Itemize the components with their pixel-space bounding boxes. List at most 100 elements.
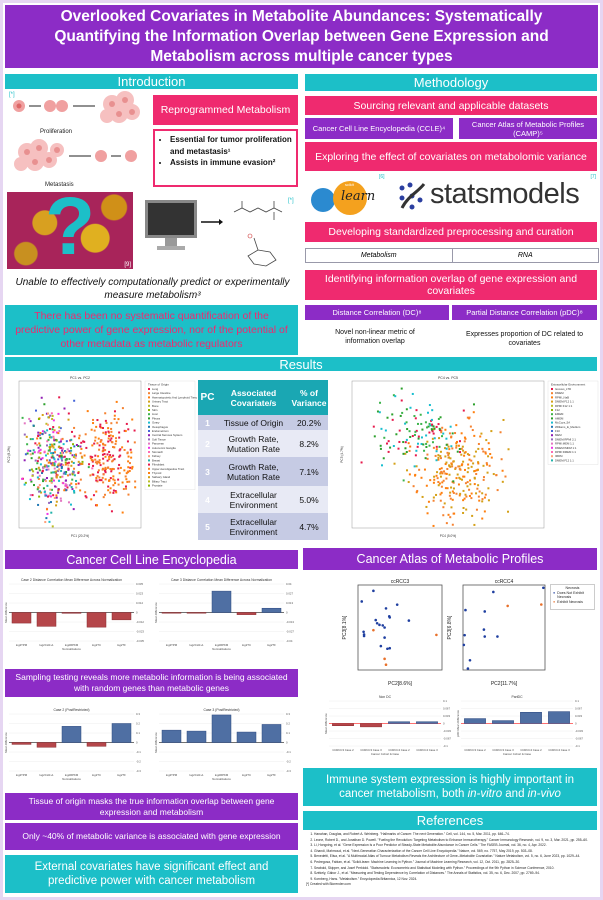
data-point (91, 467, 94, 470)
data-point (463, 436, 466, 439)
data-point (434, 454, 437, 457)
data-point (113, 410, 116, 413)
legend-swatch (148, 417, 150, 420)
data-point (46, 423, 49, 426)
data-point (61, 475, 64, 478)
y-axis-label: Mean Difference (325, 713, 328, 734)
data-point (386, 647, 389, 651)
data-point (29, 478, 32, 481)
bullet-item: Essential for tumor proliferation and me… (170, 134, 292, 157)
bar (161, 729, 182, 743)
data-point (409, 435, 412, 438)
data-point (23, 483, 26, 486)
data-point (118, 463, 121, 466)
data-point (95, 479, 98, 482)
data-point (49, 492, 52, 495)
preprocessing-rna: RNA (517, 252, 533, 259)
camp-header: Cancer Atlas of Metabolic Profiles (303, 548, 597, 570)
data-point (109, 434, 112, 437)
data-point (469, 483, 472, 486)
data-point (438, 429, 441, 432)
data-point (52, 435, 55, 438)
data-point (58, 396, 61, 399)
bar (61, 726, 82, 743)
data-point (431, 423, 434, 426)
bar (61, 612, 82, 614)
data-point (407, 619, 411, 622)
bar (332, 723, 354, 726)
data-point (84, 491, 87, 494)
legend-item: DMEM:RPMI 2:1 (555, 437, 576, 441)
chart-title: Case 3 Distance Correlation Mean Differe… (171, 578, 272, 582)
data-point (464, 608, 467, 612)
data-point (67, 461, 70, 464)
data-point (60, 451, 63, 454)
data-point (51, 525, 54, 528)
data-point (440, 429, 443, 432)
legend-swatch (551, 421, 553, 424)
data-point (388, 646, 392, 650)
data-point (462, 489, 465, 492)
data-point (445, 472, 448, 475)
legend-item: Large Intestine (152, 391, 171, 395)
data-point (426, 512, 429, 515)
data-point (485, 462, 488, 465)
dataset-camp: Cancer Atlas of Metabolic Profiles (CAMP… (459, 118, 597, 139)
data-point (500, 458, 503, 461)
data-point (63, 471, 66, 474)
data-point (126, 451, 129, 454)
data-point (124, 485, 127, 488)
data-point (362, 634, 366, 638)
data-point (440, 491, 443, 494)
data-point (131, 467, 134, 470)
data-point (68, 484, 71, 487)
data-point (58, 430, 61, 433)
data-point (444, 487, 447, 490)
data-point (49, 443, 52, 446)
data-point (478, 499, 481, 502)
data-point (65, 471, 68, 474)
legend-item: Autonomic Ganglia (152, 446, 176, 450)
data-point (438, 482, 441, 485)
y-tick-label: -0.1 (443, 744, 448, 748)
data-point (487, 487, 490, 490)
data-point (415, 409, 418, 412)
data-point (468, 488, 471, 491)
data-point (104, 471, 107, 474)
data-point (118, 436, 121, 439)
data-point (478, 490, 481, 493)
data-point (28, 498, 31, 501)
data-point (404, 452, 407, 455)
data-point (97, 437, 100, 440)
data-point (30, 457, 33, 460)
data-point (449, 516, 452, 519)
data-point (37, 446, 40, 449)
data-point (101, 453, 104, 456)
data-point (445, 522, 448, 525)
data-point (118, 455, 121, 458)
data-point (360, 600, 364, 603)
data-point (96, 475, 99, 478)
data-point (37, 486, 40, 489)
data-point (451, 523, 454, 526)
data-point (448, 448, 451, 451)
data-point (51, 428, 54, 431)
data-point (432, 481, 435, 484)
bar (161, 612, 182, 614)
data-point (115, 400, 118, 403)
data-point (53, 429, 56, 432)
data-point (38, 456, 41, 459)
legend-item: Liver (152, 412, 158, 416)
data-point (56, 474, 59, 477)
data-point (57, 412, 60, 415)
data-point (36, 437, 39, 440)
data-point (50, 479, 53, 482)
data-point (103, 493, 106, 496)
bar (548, 711, 570, 724)
data-point (98, 461, 101, 464)
data-point (469, 425, 472, 428)
data-point (400, 387, 403, 390)
legend-item: IMDM (555, 454, 563, 458)
data-point (449, 465, 452, 468)
data-point (44, 480, 47, 483)
